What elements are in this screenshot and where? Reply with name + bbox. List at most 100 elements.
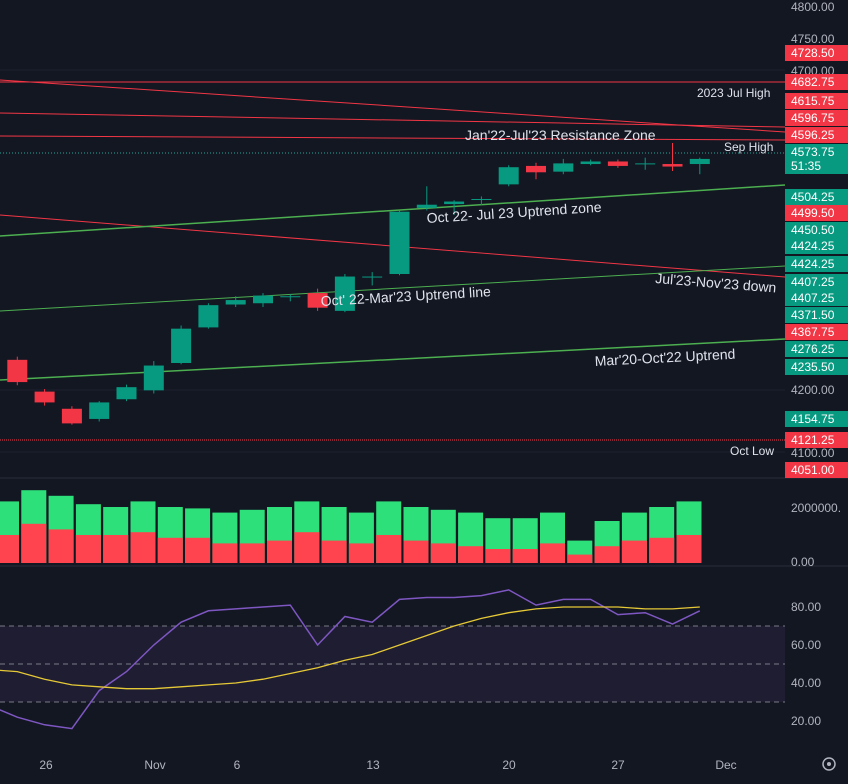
price-tag-label: 4424.25 [791,257,835,271]
price-tag-bg [785,45,848,61]
volume-bar-sell [485,549,511,563]
volume-bar-sell [75,535,101,563]
trendline-resistance-lower [0,135,786,141]
volume-bar-sell [567,554,593,563]
price-tag-label: 4596.75 [791,111,835,125]
price-tag-label: 4728.50 [791,46,835,60]
price-tag-column: 4728.50 4682.75 4615.75 4596.75 4596.25 4573.… [785,45,848,478]
price-tag-label: 4499.50 [791,206,835,220]
volume-tick-0: 0.00 [791,555,815,569]
price-tag-bg [785,256,848,272]
price-tag-label: 51:35 [791,159,821,173]
osc-tick-40: 40.00 [791,676,821,690]
price-tag-label: 4371.50 [791,308,835,322]
price-tick-4800: 4800.00 [791,0,835,14]
candle-body [7,359,28,383]
trendline-resistance-upper [0,79,786,133]
price-tag-bg [785,274,848,290]
annotation-layer: 2023 Jul High Jan'22-Jul'23 Resistance Z… [320,86,777,458]
price-tag-bg [785,411,848,427]
volume-histogram [0,490,702,563]
candle-body [416,204,437,208]
volume-bar-sell [321,540,347,563]
candlestick-series [7,143,710,425]
price-tag-bg [785,462,848,478]
volume-bar-sell [294,532,320,563]
price-tick-4100: 4100.00 [791,446,835,460]
candle-body [635,163,656,165]
date-tick-26: 26 [39,758,53,772]
time-axis[interactable]: 26 Nov 6 13 20 27 Dec [39,758,736,772]
candle-body [444,201,465,205]
volume-bar-sell [512,549,538,563]
price-tag-bg [785,144,848,160]
volume-bar-sell [594,546,620,563]
volume-axis: 2000000. 0.00 [791,501,841,569]
volume-bar-sell [21,523,47,563]
price-tag-bg [785,290,848,306]
oscillator-pane [0,589,785,730]
price-tag-bg [785,324,848,340]
candle-body [498,167,519,185]
price-tag-bg [785,127,848,143]
volume-bar-sell [239,543,265,563]
osc-tick-80: 80.00 [791,600,821,614]
trendline-mar20-oct22-uptrend [0,338,786,381]
candle-body [471,198,492,200]
price-tag-label: 4367.75 [791,325,835,339]
price-tag-bg [785,222,848,238]
volume-bar-sell [376,535,402,563]
volume-bar-sell [157,537,183,563]
candle-body [526,165,546,173]
date-tick-6: 6 [234,758,241,772]
price-tag-label: 4051.00 [791,463,835,477]
osc-tick-60: 60.00 [791,638,821,652]
volume-bar-sell [267,540,292,563]
price-tag-label: 4615.75 [791,94,835,108]
volume-bar-sell [458,546,484,563]
volume-bar-sell [403,540,429,563]
annotation-resistance-zone: Jan'22-Jul'23 Resistance Zone [465,127,656,143]
price-tag-label: 4121.25 [791,433,835,447]
price-tag-label: 4682.75 [791,75,835,89]
candle-body [607,161,628,166]
volume-bar-sell [348,543,374,563]
price-tag-label: 4450.50 [791,223,835,237]
candle-body [61,408,82,424]
price-tag-bg [785,341,848,357]
price-axis[interactable]: 4800.00 4750.00 4700.00 4200.00 4100.00 … [785,0,848,478]
price-tag-bg [785,307,848,323]
price-tag-label: 4235.50 [791,360,835,374]
candle-body [689,158,710,165]
trendline-oct22-jul23-uptrend [0,184,786,237]
date-tick-20: 20 [502,758,516,772]
volume-bar-sell [212,543,238,563]
price-tag-label: 4573.75 [791,145,835,159]
settings-gear-icon[interactable] [822,757,836,771]
candle-body [389,211,410,274]
price-tag-label: 4596.25 [791,128,835,142]
volume-bar-sell [103,535,129,563]
candle-body [34,391,55,403]
volume-bar-sell [185,537,211,563]
candle-body [198,305,219,328]
price-tick-4200: 4200.00 [791,383,835,397]
price-tag-bg [785,359,848,375]
candle-body [253,295,273,304]
price-tag-bg [785,432,848,448]
price-tag-label: 4154.75 [791,412,835,426]
candle-body [362,276,383,278]
price-tag-label: 4424.25 [791,239,835,253]
date-tick-27: 27 [611,758,625,772]
annotation-2023-jul-high: 2023 Jul High [697,86,770,100]
oscillator-slow-line [0,606,700,690]
price-tag-bg [785,74,848,90]
price-tag-label: 4407.25 [791,275,835,289]
volume-bar-sell [649,537,675,563]
price-tag-bg [785,110,848,126]
date-tick-13: 13 [366,758,380,772]
candle-body [89,402,110,419]
candle-body [662,164,683,167]
trendline-oct22-mar23-uptrend [0,265,786,312]
